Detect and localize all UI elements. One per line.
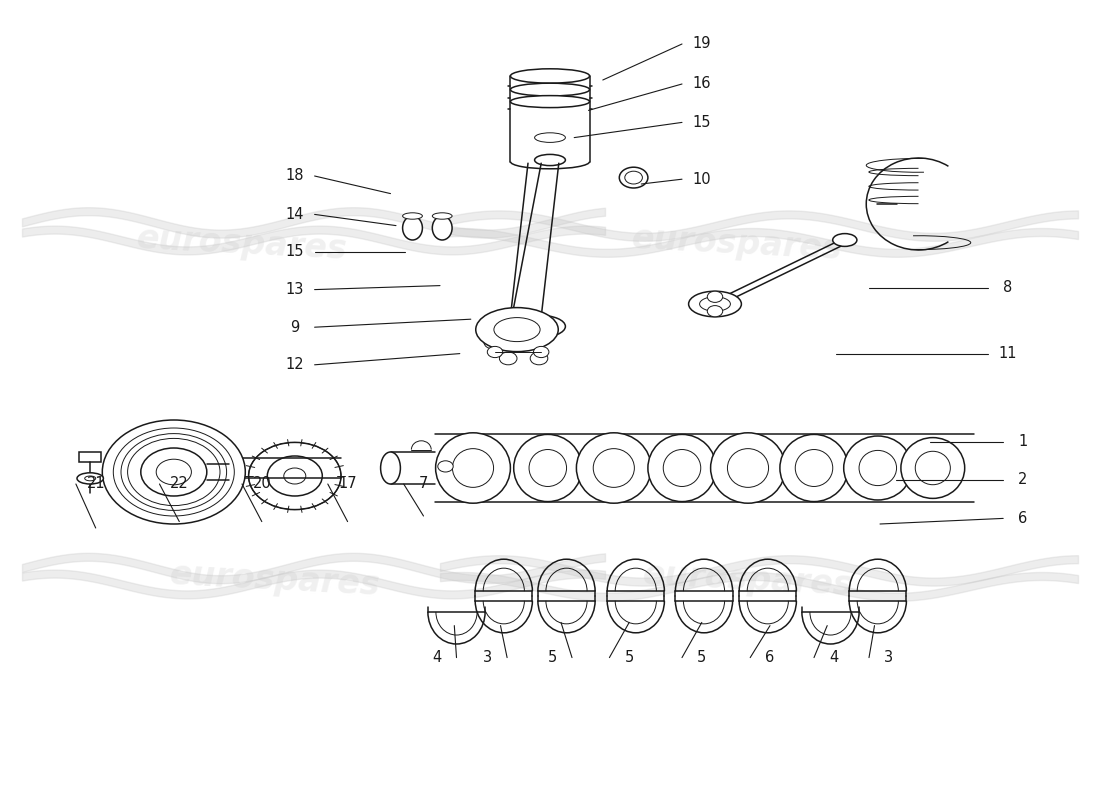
Circle shape <box>619 167 648 188</box>
Ellipse shape <box>513 315 565 338</box>
Text: 3: 3 <box>483 650 492 665</box>
Text: 6: 6 <box>766 650 774 665</box>
Ellipse shape <box>403 213 422 219</box>
Circle shape <box>625 171 642 184</box>
Text: 2: 2 <box>1019 473 1027 487</box>
Circle shape <box>515 336 532 349</box>
Ellipse shape <box>535 154 565 166</box>
Ellipse shape <box>711 433 785 503</box>
Ellipse shape <box>529 450 566 486</box>
Ellipse shape <box>663 450 701 486</box>
Circle shape <box>284 468 306 484</box>
Circle shape <box>499 352 517 365</box>
Text: 22: 22 <box>169 477 189 491</box>
Ellipse shape <box>576 433 651 503</box>
Text: 6: 6 <box>1019 511 1027 526</box>
Ellipse shape <box>510 96 590 108</box>
Text: 15: 15 <box>693 115 711 130</box>
Circle shape <box>438 461 453 472</box>
Text: eurospares: eurospares <box>135 222 349 266</box>
Ellipse shape <box>432 213 452 219</box>
Ellipse shape <box>833 234 857 246</box>
Circle shape <box>484 336 502 349</box>
Ellipse shape <box>593 449 635 487</box>
Text: 3: 3 <box>884 650 893 665</box>
Ellipse shape <box>77 473 103 484</box>
Ellipse shape <box>85 476 96 481</box>
Text: 9: 9 <box>290 320 299 334</box>
Text: 13: 13 <box>286 282 304 297</box>
Text: eurospares: eurospares <box>641 558 855 602</box>
Ellipse shape <box>452 449 494 487</box>
Text: 8: 8 <box>1003 281 1012 295</box>
Ellipse shape <box>482 315 535 338</box>
Text: 14: 14 <box>286 207 304 222</box>
Text: 1: 1 <box>1019 434 1027 449</box>
Ellipse shape <box>381 452 400 484</box>
Ellipse shape <box>524 320 554 333</box>
Text: 15: 15 <box>286 245 304 259</box>
Text: 19: 19 <box>693 37 711 51</box>
Ellipse shape <box>795 450 833 486</box>
Text: 11: 11 <box>999 346 1016 361</box>
Ellipse shape <box>901 438 965 498</box>
Bar <box>79 452 101 462</box>
Circle shape <box>267 456 322 496</box>
Ellipse shape <box>780 434 848 502</box>
Text: 12: 12 <box>286 358 304 372</box>
Ellipse shape <box>915 451 950 485</box>
Text: 17: 17 <box>339 477 356 491</box>
Text: 20: 20 <box>252 477 272 491</box>
Circle shape <box>707 306 723 317</box>
Text: 21: 21 <box>87 477 104 491</box>
Ellipse shape <box>403 216 422 240</box>
Text: 4: 4 <box>829 650 838 665</box>
Ellipse shape <box>859 450 896 486</box>
Circle shape <box>102 420 245 524</box>
Ellipse shape <box>844 436 912 500</box>
Ellipse shape <box>494 318 540 342</box>
Text: 5: 5 <box>625 650 634 665</box>
Ellipse shape <box>432 216 452 240</box>
Circle shape <box>487 346 503 358</box>
Ellipse shape <box>493 320 524 333</box>
Ellipse shape <box>727 449 769 487</box>
Ellipse shape <box>535 133 565 142</box>
Ellipse shape <box>689 291 741 317</box>
Circle shape <box>530 352 548 365</box>
Text: 4: 4 <box>432 650 441 665</box>
Ellipse shape <box>648 434 716 502</box>
Text: eurospares: eurospares <box>630 222 844 266</box>
Ellipse shape <box>436 433 510 503</box>
Bar <box>434 408 984 528</box>
Ellipse shape <box>510 83 590 96</box>
Ellipse shape <box>514 434 582 502</box>
Text: 7: 7 <box>419 477 428 491</box>
Text: 16: 16 <box>693 77 711 91</box>
Text: 10: 10 <box>693 172 711 186</box>
Circle shape <box>141 448 207 496</box>
Text: 18: 18 <box>286 169 304 183</box>
Text: 5: 5 <box>697 650 706 665</box>
Text: 5: 5 <box>548 650 557 665</box>
Ellipse shape <box>700 297 730 311</box>
Circle shape <box>534 346 549 358</box>
Ellipse shape <box>510 69 590 83</box>
Ellipse shape <box>475 308 558 352</box>
Circle shape <box>156 459 191 485</box>
Text: eurospares: eurospares <box>168 558 382 602</box>
Circle shape <box>707 291 723 302</box>
Circle shape <box>249 442 341 510</box>
